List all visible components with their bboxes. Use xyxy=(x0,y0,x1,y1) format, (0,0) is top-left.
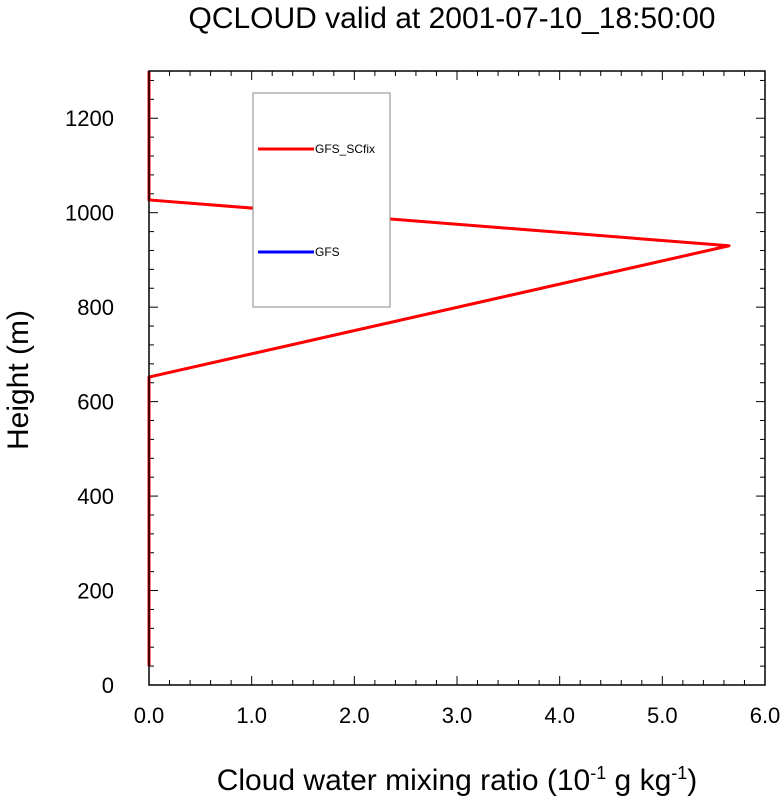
x-tick-label: 5.0 xyxy=(647,703,678,728)
x-axis-label: Cloud water mixing ratio (10-1 g kg-1) xyxy=(217,763,698,797)
tick-labels: 0.0 1.0 2.0 3.0 4.0 5.0 6.0 0 200 400 600 800 1000 12… xyxy=(65,106,780,728)
y-tick-label: 0 xyxy=(102,673,114,698)
x-tick-label: 0.0 xyxy=(134,703,165,728)
legend-label-gfs-scfix: GFS_SCfix xyxy=(315,142,375,156)
legend-label-gfs: GFS xyxy=(315,245,340,259)
series-line-gfs xyxy=(147,71,731,667)
y-tick-label: 600 xyxy=(77,390,114,415)
tick-marks xyxy=(148,71,766,686)
y-axis-label: Height (m) xyxy=(2,310,35,450)
plot-frame xyxy=(148,70,766,686)
y-tick-label: 1200 xyxy=(65,106,114,131)
x-tick-label: 2.0 xyxy=(339,703,370,728)
series-line-gfs-scfix xyxy=(147,71,731,667)
legend: GFS_SCfix GFS xyxy=(252,92,391,308)
x-tick-label: 4.0 xyxy=(544,703,575,728)
x-tick-label: 3.0 xyxy=(442,703,473,728)
y-tick-label: 1000 xyxy=(65,201,114,226)
x-tick-label: 1.0 xyxy=(236,703,267,728)
chart-title: QCLOUD valid at 2001-07-10_18:50:00 xyxy=(189,2,716,35)
y-tick-label: 400 xyxy=(77,484,114,509)
x-tick-label: 6.0 xyxy=(750,703,781,728)
y-tick-label: 800 xyxy=(77,295,114,320)
legend-box xyxy=(252,92,391,308)
plot-series xyxy=(147,71,731,667)
y-tick-label: 200 xyxy=(77,579,114,604)
